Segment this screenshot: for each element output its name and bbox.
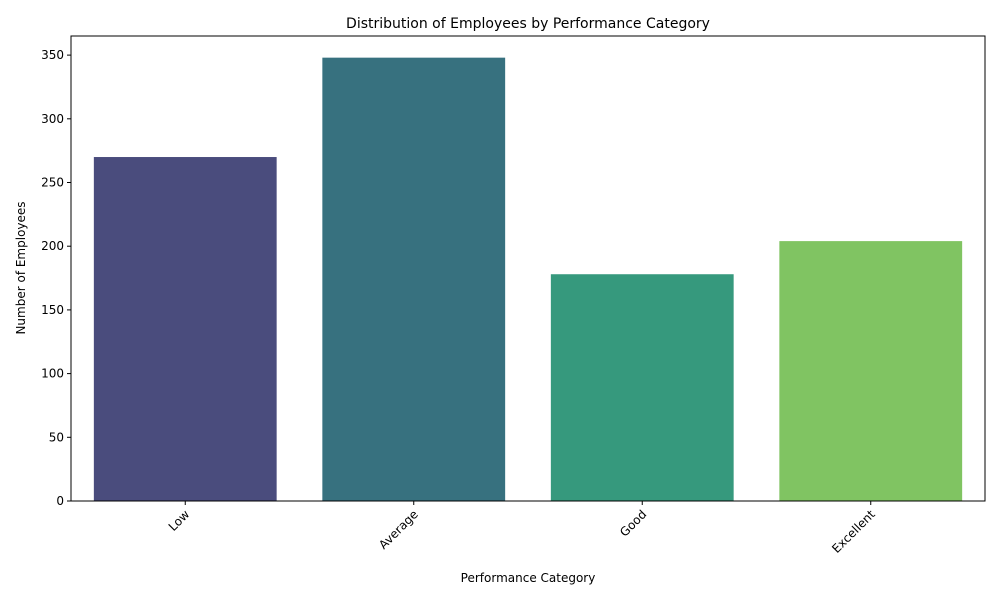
y-axis-label: Number of Employees [14, 201, 28, 334]
y-tick-label: 200 [41, 239, 64, 253]
y-tick-label: 0 [56, 494, 64, 508]
x-tick-label: Good [617, 507, 649, 539]
y-axis-ticks: 0 50 100 150 200 250 300 350 [41, 48, 71, 508]
chart-title: Distribution of Employees by Performance… [346, 16, 710, 32]
x-axis-label: Performance Category [461, 571, 596, 585]
bars-group [93, 57, 963, 502]
x-tick-label: Excellent [829, 507, 878, 556]
x-tick-label: Average [376, 507, 421, 552]
bar-low [93, 157, 277, 501]
plot-frame [70, 35, 986, 502]
y-tick-label: 250 [41, 176, 64, 190]
bar-average [322, 57, 506, 502]
x-axis-ticks: Low Average Good Excellent [166, 501, 878, 556]
y-tick-label: 150 [41, 303, 64, 317]
y-tick-label: 350 [41, 48, 64, 62]
bar-excellent [779, 241, 963, 501]
bar-good [550, 274, 734, 501]
y-tick-label: 50 [49, 430, 64, 444]
y-tick-label: 100 [41, 367, 64, 381]
y-tick-label: 300 [41, 112, 64, 126]
x-tick-label: Low [166, 507, 193, 534]
